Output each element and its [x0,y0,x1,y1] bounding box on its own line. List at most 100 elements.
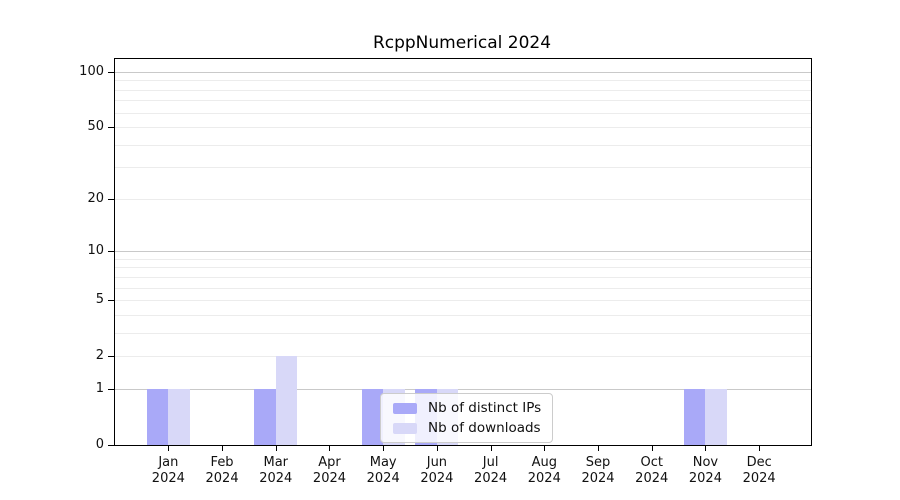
x-tick-month: Apr [318,455,341,470]
x-tick-month: Jun [426,455,448,470]
legend-swatch-distinct-ips [393,402,417,414]
x-tick-year: 2024 [527,471,561,486]
x-tick-label-jan: Jan 2024 [152,455,185,487]
x-tick-nov [705,446,707,451]
gridline-minor-70 [115,100,811,102]
x-tick-mar [275,446,277,451]
x-tick-year: 2024 [742,471,776,486]
gridline-minor-3 [115,332,811,334]
bar-distinct-ips-nov [683,388,706,445]
y-tick-label-50: 50 [87,119,104,135]
gridline-minor-4 [115,314,811,316]
gridline-minor-8 [115,267,811,269]
x-tick-month: Feb [210,455,234,470]
y-tick-label-20: 20 [87,190,104,206]
x-tick-month: Nov [692,455,719,470]
gridline-minor-2 [115,356,811,358]
x-tick-label-aug: Aug 2024 [528,455,561,487]
x-tick-year: 2024 [581,471,615,486]
x-tick-month: Dec [746,455,772,470]
gridline-minor-60 [115,112,811,114]
x-tick-year: 2024 [259,471,293,486]
y-tick-label-2: 2 [95,348,104,364]
x-tick-month: Jul [482,455,499,470]
x-tick-month: Sep [585,455,611,470]
x-tick-year: 2024 [312,471,347,486]
gridline-major-1 [115,388,811,390]
x-tick-jun [436,446,438,451]
y-tick-20 [108,198,114,200]
legend-entry-downloads: Nb of downloads [393,420,541,436]
legend-entry-distinct-ips: Nb of distinct IPs [393,400,541,416]
x-tick-label-jul: Jul 2024 [474,455,507,487]
x-tick-month: Oct [640,455,663,470]
x-tick-label-jun: Jun 2024 [420,455,453,487]
gridline-minor-7 [115,276,811,278]
x-tick-label-apr: Apr 2024 [313,455,346,487]
gridline-minor-20 [115,198,811,200]
x-tick-label-may: May 2024 [367,455,400,487]
x-tick-jan [168,446,170,451]
y-tick-10 [108,251,114,253]
y-tick-50 [108,127,114,129]
x-tick-year: 2024 [151,471,185,486]
x-tick-label-dec: Dec 2024 [743,455,776,487]
x-tick-jul [490,446,492,451]
gridline-minor-40 [115,144,811,146]
x-tick-year: 2024 [366,471,400,486]
plot-area: 0 1 2 5 10 20 50 100 Jan 2024 Feb 2024 Mar 2024 Apr 20… [79,58,812,486]
gridline-minor-50 [115,127,811,129]
x-tick-feb [222,446,224,451]
y-tick-label-0: 0 [95,437,104,452]
legend-label-distinct-ips: Nb of distinct IPs [428,400,542,416]
gridline-major-100 [115,72,811,73]
x-tick-aug [544,446,546,451]
legend-label-downloads: Nb of downloads [428,420,541,436]
gridline-major-10 [115,251,811,253]
bar-distinct-ips-mar [254,388,276,445]
y-tick-5 [108,300,114,302]
bar-downloads-nov [705,388,727,445]
bar-downloads-mar [275,356,298,445]
bar-downloads-jan [168,388,190,445]
y-tick-100 [108,72,114,73]
x-tick-may [383,446,385,451]
gridline-minor-80 [115,89,811,91]
x-tick-year: 2024 [688,471,722,486]
gridline-minor-6 [115,287,811,289]
x-tick-year: 2024 [420,471,454,486]
gridline-minor-9 [115,258,811,260]
y-tick-1 [108,388,114,390]
y-tick-label-100: 100 [79,64,104,79]
legend-swatch-downloads [393,422,417,434]
x-tick-label-nov: Nov 2024 [689,455,722,487]
gridline-minor-30 [115,167,811,169]
gridline-minor-90 [115,80,811,82]
chart-title: RcppNumerical 2024 [372,33,552,53]
gridline-minor-5 [115,300,811,302]
bar-distinct-ips-jan [146,388,169,445]
y-tick-2 [108,356,114,358]
x-tick-month: Jan [158,455,179,470]
x-tick-year: 2024 [474,471,508,486]
y-tick-label-10: 10 [87,243,104,259]
x-tick-label-sep: Sep 2024 [581,455,614,487]
x-tick-month: Aug [531,455,557,470]
x-tick-year: 2024 [635,471,669,486]
x-tick-month: Mar [263,455,289,470]
x-tick-year: 2024 [205,471,239,486]
y-tick-label-1: 1 [95,380,104,396]
y-tick-label-5: 5 [95,292,104,308]
x-tick-label-feb: Feb 2024 [206,455,239,487]
bar-distinct-ips-may [361,388,384,445]
x-tick-label-oct: Oct 2024 [635,455,668,487]
x-tick-oct [651,446,653,451]
x-tick-dec [759,446,761,451]
x-tick-apr [329,446,331,451]
y-tick-0 [108,445,114,446]
x-tick-month: May [369,455,397,470]
x-tick-sep [598,446,600,451]
legend: Nb of distinct IPs Nb of downloads [380,393,554,443]
x-tick-label-mar: Mar 2024 [259,455,292,487]
